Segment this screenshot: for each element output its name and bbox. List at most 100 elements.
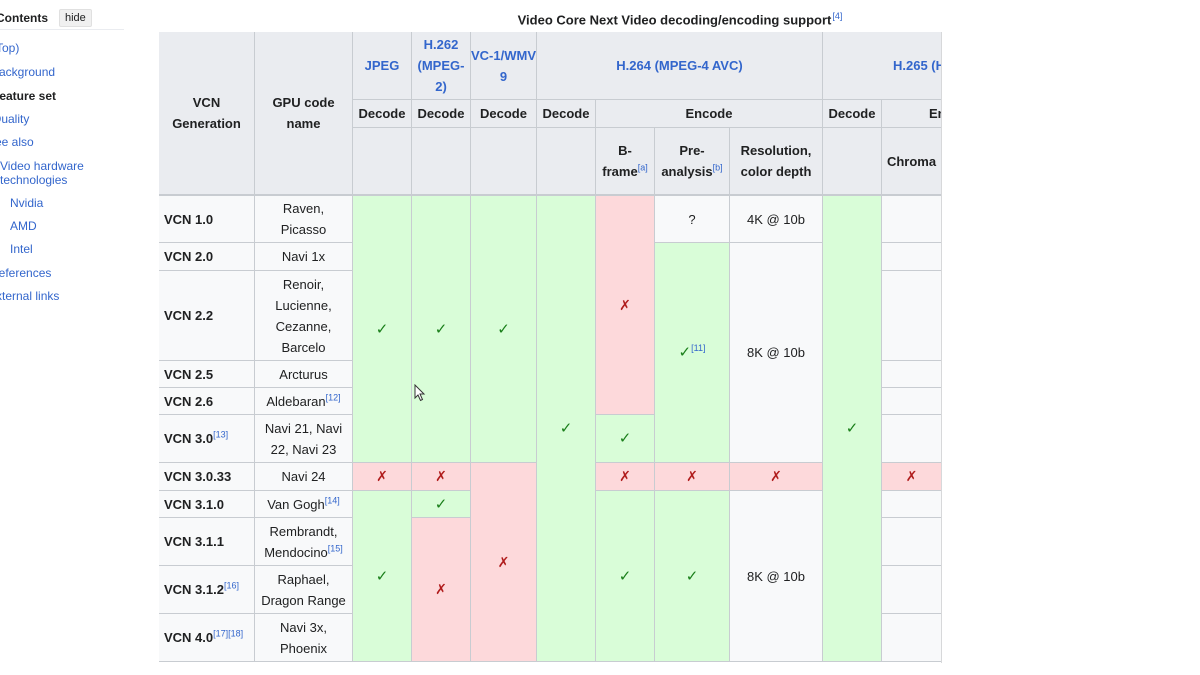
row-gen-label: VCN 2.2 bbox=[164, 308, 214, 323]
table-caption: Video Core Next Video decoding/encoding … bbox=[160, 11, 1200, 27]
gpu-name-cell: Arcturus bbox=[254, 360, 353, 388]
header-vc1-link[interactable]: VC-1/WMV 9 bbox=[470, 32, 537, 100]
header-h262-link[interactable]: H.262 (MPEG-2) bbox=[411, 32, 471, 100]
header-preanalysis-ref[interactable]: [b] bbox=[712, 162, 723, 173]
preanalysis-ref-11[interactable]: [11] bbox=[691, 343, 706, 353]
jpeg-decode-supported: ✓ bbox=[352, 490, 412, 662]
h264-preanalysis-unknown: ? bbox=[654, 195, 730, 243]
header-vcn-generation: VCN Generation bbox=[159, 32, 255, 195]
gpu-name-cell: Van Gogh[14] bbox=[254, 490, 353, 518]
h262-decode-supported: ✓ bbox=[411, 490, 471, 518]
vcn-support-table: VCN Generation GPU code name JPEG H.262 … bbox=[159, 32, 942, 663]
mouse-pointer-icon bbox=[414, 384, 426, 402]
row-gen-ref[interactable]: [13] bbox=[213, 429, 229, 440]
jpeg-decode-unsupported: ✗ bbox=[352, 462, 412, 491]
gpu-name-cell: Raven, Picasso bbox=[254, 195, 353, 243]
gpu-name-link[interactable]: Navi 21, Navi 22, Navi 23 bbox=[264, 420, 343, 457]
gpu-name-ref[interactable]: [12] bbox=[325, 392, 341, 403]
gpu-name-link[interactable]: Aldebaran bbox=[266, 393, 326, 409]
header-h265-encode: Encode bbox=[881, 99, 942, 128]
row-gen-label: VCN 3.1.1 bbox=[164, 534, 224, 549]
h264-resolution-value: 8K @ 10b bbox=[729, 490, 823, 662]
toc-item-external-links[interactable]: External links bbox=[0, 289, 60, 303]
toc-item-background[interactable]: Background bbox=[0, 65, 56, 79]
header-h262-decode: Decode bbox=[411, 99, 471, 128]
header-gpu-code-name: GPU code name bbox=[254, 32, 353, 195]
gpu-name-ref[interactable]: [14] bbox=[324, 495, 340, 506]
row-vcn-3-1-1: VCN 3.1.1 bbox=[159, 517, 255, 566]
row-gen-label: VCN 3.0.33 bbox=[164, 469, 232, 484]
caption-reference[interactable]: [4] bbox=[832, 11, 843, 21]
toc-item-see-also[interactable]: See also bbox=[0, 135, 34, 149]
toc-item-quality[interactable]: Quality bbox=[0, 112, 30, 126]
header-chroma: Chroma bbox=[881, 127, 942, 195]
row-gen-label: VCN 2.6 bbox=[164, 393, 214, 409]
h265-chroma-cell bbox=[881, 517, 942, 566]
header-bframe: B-frame[a] bbox=[595, 127, 655, 195]
h262-decode-supported: ✓ bbox=[411, 195, 471, 463]
row-gen-ref[interactable]: [16] bbox=[223, 580, 239, 591]
toc-item-references[interactable]: References bbox=[0, 266, 52, 280]
header-preanalysis-label: Pre-analysis bbox=[661, 143, 713, 179]
row-vcn-2-0: VCN 2.0 bbox=[159, 242, 255, 271]
header-jpeg-link[interactable]: JPEG bbox=[352, 32, 412, 100]
gpu-name-link[interactable]: Navi 24 bbox=[281, 469, 326, 484]
toc-divider bbox=[0, 29, 124, 30]
header-vc1-decode: Decode bbox=[470, 99, 537, 128]
gpu-name-link[interactable]: Arcturus bbox=[279, 366, 328, 382]
h264-bframe-unsupported: ✗ bbox=[595, 462, 655, 491]
gpu-name-ref[interactable]: [15] bbox=[327, 543, 343, 554]
toc-item-intel[interactable]: Intel bbox=[10, 242, 33, 256]
h264-preanalysis-unsupported: ✗ bbox=[654, 462, 730, 491]
row-gen-label: VCN 3.1.0 bbox=[164, 496, 224, 512]
gpu-name-link[interactable]: Van Gogh bbox=[267, 496, 325, 512]
h264-preanalysis-supported: ✓[11] bbox=[654, 242, 730, 463]
h265-chroma-cell bbox=[881, 414, 942, 463]
h265-chroma-cell bbox=[881, 387, 942, 415]
toc-item-amd[interactable]: AMD bbox=[10, 219, 37, 233]
h265-chroma-unsupported: ✗ bbox=[881, 462, 942, 491]
row-vcn-1-0: VCN 1.0 bbox=[159, 195, 255, 243]
row-vcn-2-5: VCN 2.5 bbox=[159, 360, 255, 388]
gpu-name-link[interactable]: Raven, Picasso bbox=[280, 201, 327, 237]
header-h265-link[interactable]: H.265 (HEVC) bbox=[822, 32, 942, 100]
gpu-name-cell: Renoir, Lucienne, Cezanne, Barcelo bbox=[254, 270, 353, 361]
row-gen-label: VCN 2.5 bbox=[164, 366, 214, 382]
row-gen-label: VCN 3.0 bbox=[164, 431, 214, 446]
toc-item-nvidia[interactable]: Nvidia bbox=[10, 196, 44, 210]
gpu-name-link[interactable]: Rembrandt, Mendocino bbox=[264, 523, 338, 560]
h265-chroma-cell bbox=[881, 195, 942, 243]
row-vcn-3-1-0: VCN 3.1.0 bbox=[159, 490, 255, 518]
vc1-decode-unsupported: ✗ bbox=[470, 462, 537, 662]
gpu-name-link[interactable]: Renoir, Lucienne, Cezanne, Barcelo bbox=[275, 276, 332, 355]
gpu-name-link[interactable]: Navi 1x bbox=[281, 249, 326, 264]
header-h264-link[interactable]: H.264 (MPEG-4 AVC) bbox=[536, 32, 823, 100]
row-gen-ref[interactable]: [17][18] bbox=[213, 628, 244, 639]
gpu-name-cell: Aldebaran[12] bbox=[254, 387, 353, 415]
header-bframe-ref[interactable]: [a] bbox=[637, 162, 648, 173]
gpu-name-link[interactable]: Raphael, Dragon Range bbox=[261, 571, 346, 608]
table-of-contents: Contents hide (Top) Background Feature s… bbox=[0, 0, 158, 675]
header-blank-h264 bbox=[536, 127, 596, 195]
table-clip-edge bbox=[941, 32, 942, 663]
header-blank-jpeg bbox=[352, 127, 412, 195]
header-h264-encode: Encode bbox=[595, 99, 823, 128]
h265-chroma-cell bbox=[881, 613, 942, 662]
row-vcn-3-0: VCN 3.0[13] bbox=[159, 414, 255, 463]
row-gen-label: VCN 4.0 bbox=[164, 630, 214, 645]
h265-chroma-cell bbox=[881, 270, 942, 361]
row-vcn-4-0: VCN 4.0[17][18] bbox=[159, 613, 255, 662]
toc-item-top[interactable]: (Top) bbox=[0, 41, 20, 55]
toc-hide-button[interactable]: hide bbox=[59, 9, 92, 27]
h264-bframe-supported: ✓ bbox=[595, 490, 655, 662]
toc-item-feature-set[interactable]: Feature set bbox=[0, 89, 57, 103]
h265-chroma-cell bbox=[881, 490, 942, 518]
row-vcn-2-2: VCN 2.2 bbox=[159, 270, 255, 361]
toc-item-video-hardware[interactable]: Video hardware technologies bbox=[0, 159, 84, 187]
header-bframe-label: B-frame bbox=[602, 143, 638, 179]
header-h265-decode: Decode bbox=[822, 99, 882, 128]
gpu-name-link[interactable]: Navi 3x, Phoenix bbox=[280, 619, 327, 656]
header-preanalysis: Pre-analysis[b] bbox=[654, 127, 730, 195]
h264-resolution-value: 8K @ 10b bbox=[729, 242, 823, 463]
h262-decode-unsupported: ✗ bbox=[411, 462, 471, 491]
